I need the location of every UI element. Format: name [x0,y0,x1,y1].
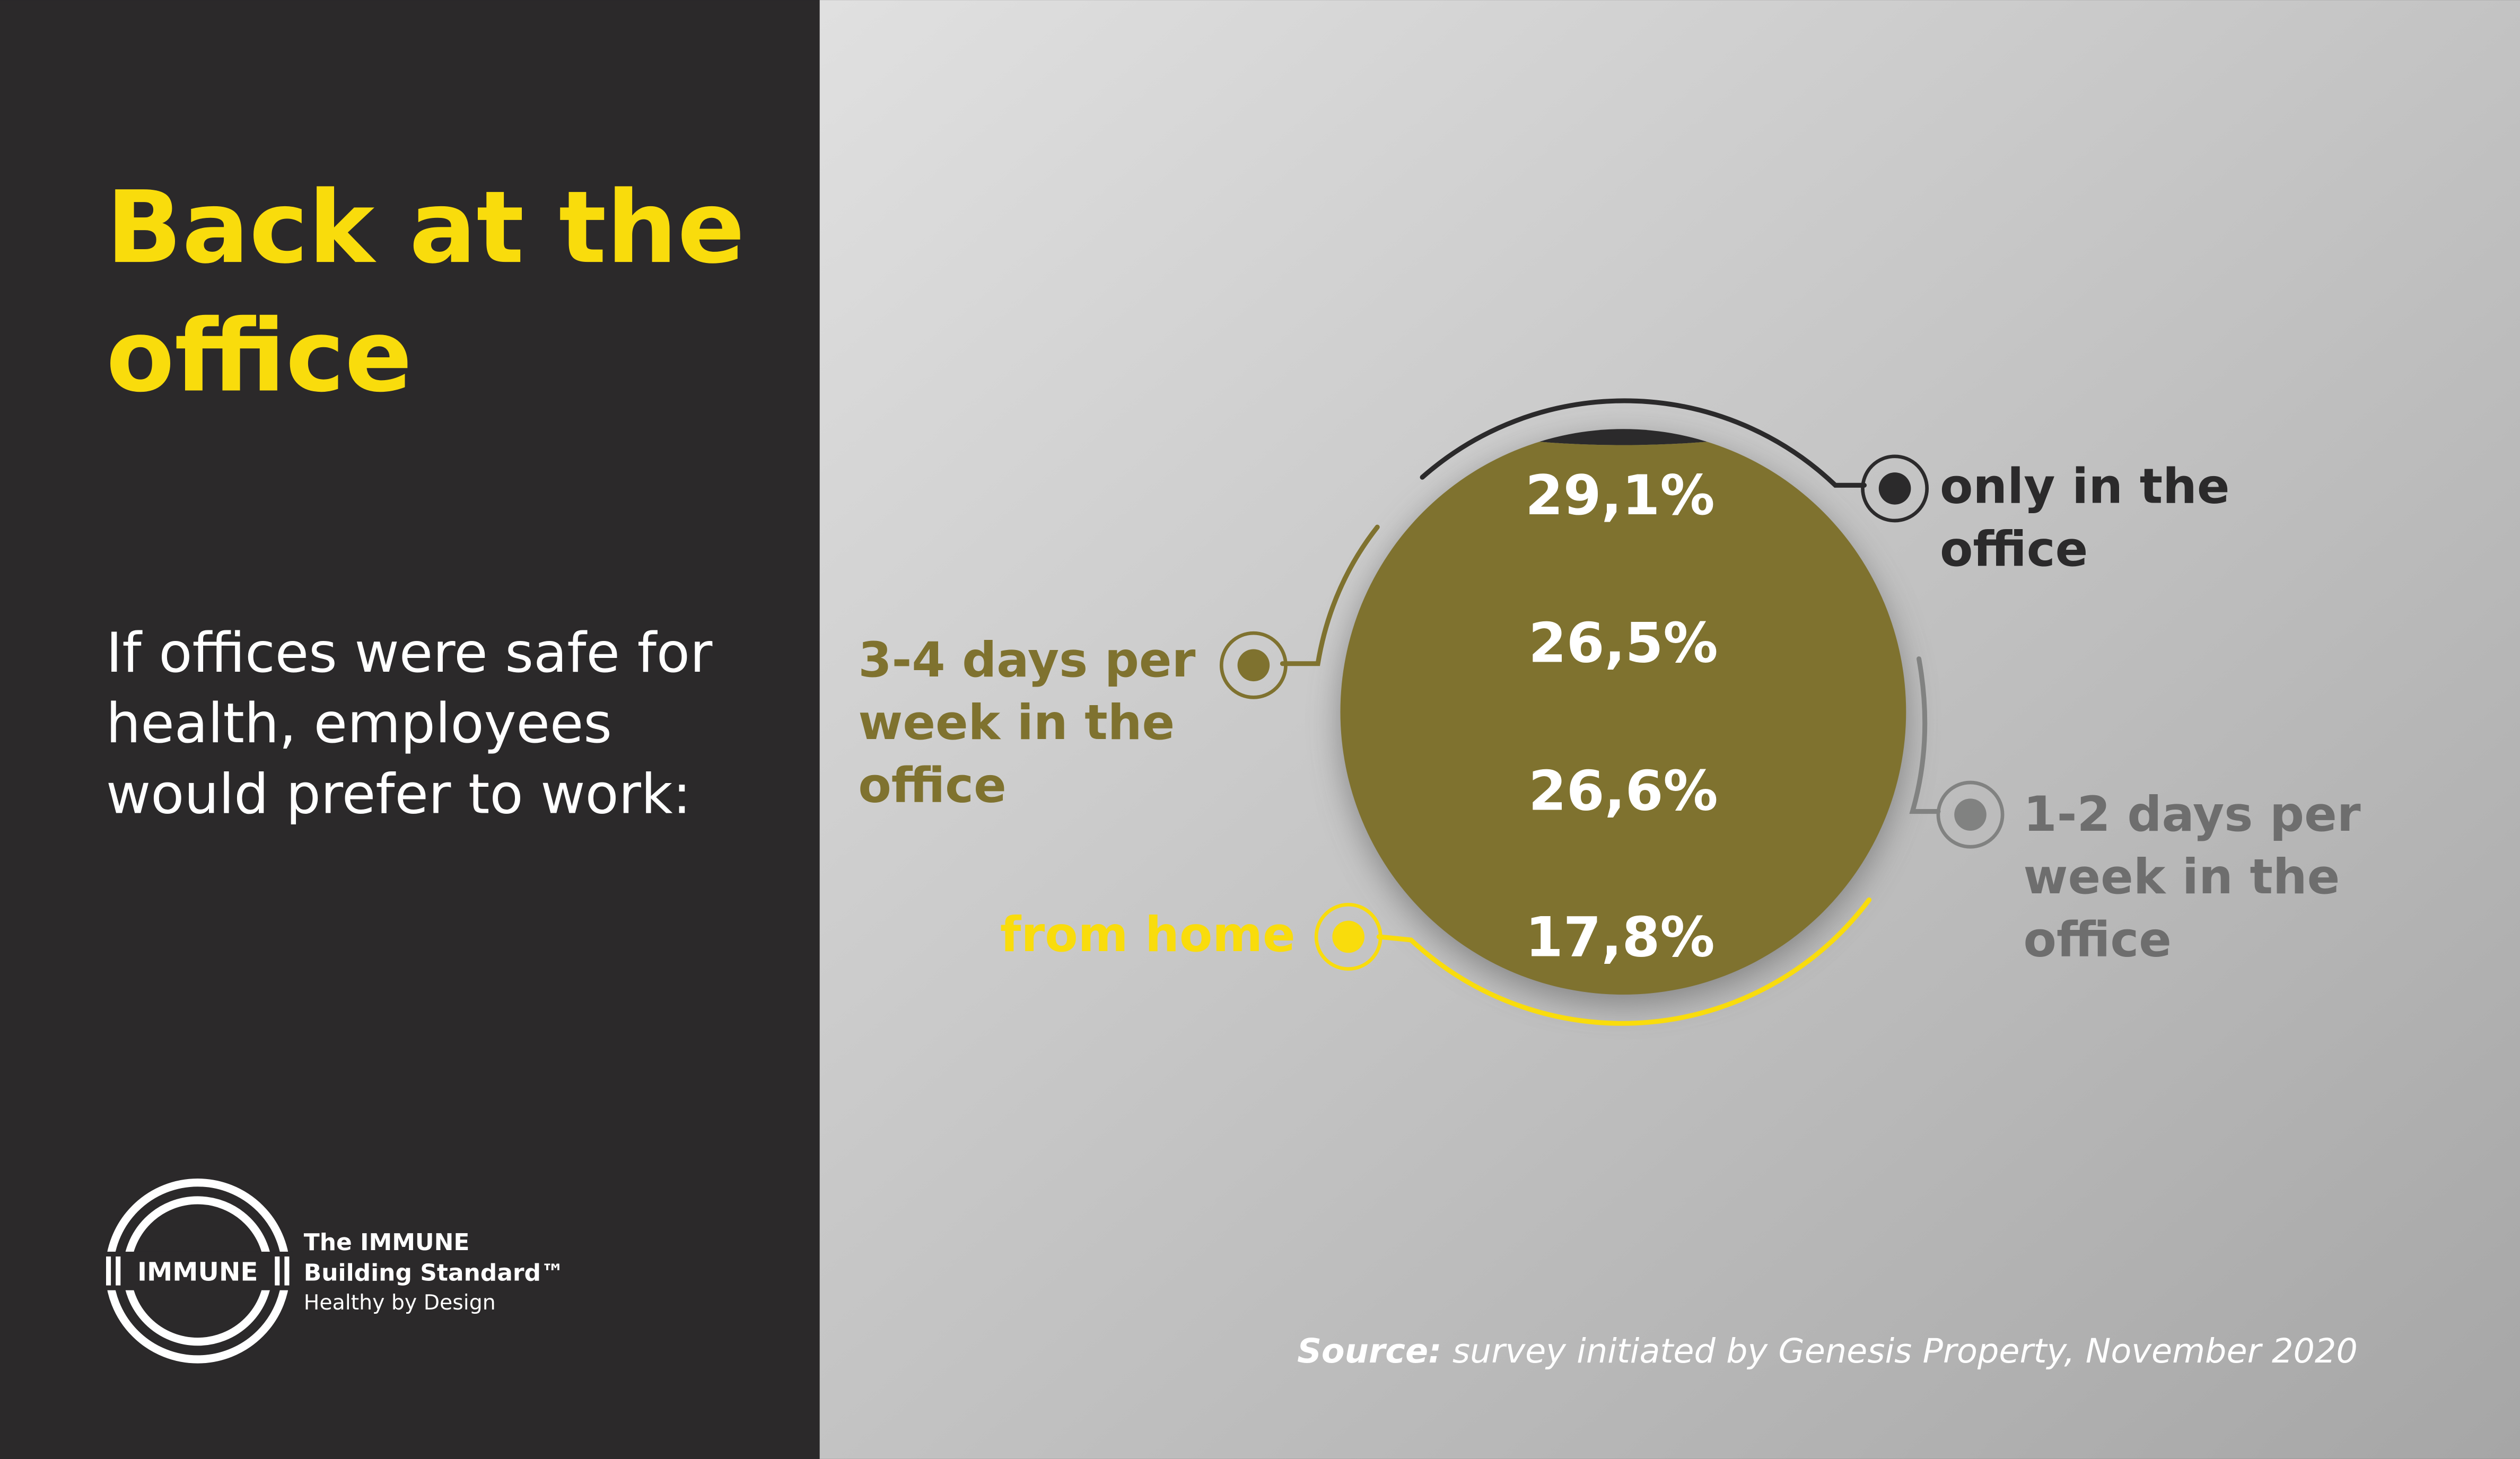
category-label-only-office: only in the office [1940,459,2246,577]
svg-text:IMMUNE: IMMUNE [137,1258,258,1287]
value-label: 26,6% [1528,760,1718,823]
source-note: Source: survey initiated by Genesis Prop… [1297,1332,2358,1371]
logo-line1: The IMMUNE [304,1229,470,1256]
value-label: 17,8% [1525,906,1714,969]
logo-line2: Building Standard™ [304,1260,564,1287]
leader-only-office [1420,398,1867,488]
marker-only-office-icon [1861,454,1929,523]
category-label-1-2-days: 1-2 days per week in the office [2024,787,2378,968]
logo-tagline: Healthy by Design [304,1290,496,1315]
immune-logo: IMMUNE The IMMUNE Building Standard™ Hea… [102,1179,564,1364]
value-label: 26,5% [1528,612,1718,675]
value-label: 29,1% [1525,464,1714,528]
leader-1-2-days [1909,656,1941,814]
marker-from-home-icon [1314,903,1382,971]
leader-3-4-days [1280,524,1380,666]
marker-1-2-days-icon [1936,780,2005,849]
category-label-from-home: from home [1000,907,1296,963]
subtitle: If offices were safe for health, employe… [106,621,730,827]
page-title: Back at the office [106,170,780,414]
left-panel [0,0,820,1459]
band-3-4-days [1340,429,1906,995]
leader-from-home [1376,897,1872,1026]
marker-3-4-days-icon [1219,631,1288,699]
category-label-3-4-days: 3-4 days per week in the office [858,632,1212,813]
